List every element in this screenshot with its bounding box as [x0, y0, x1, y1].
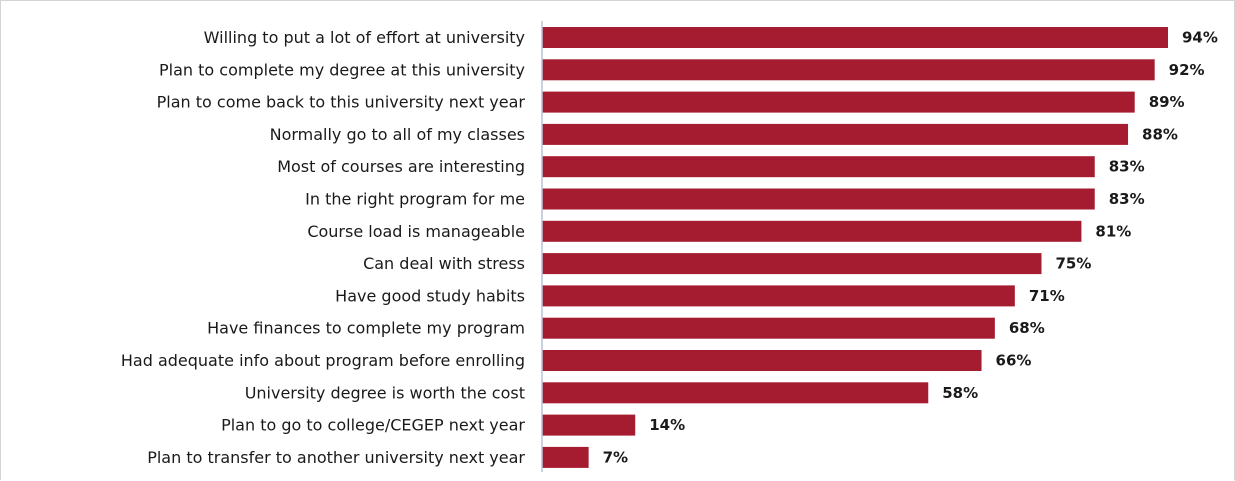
- bar: [542, 414, 636, 436]
- category-label: Have finances to complete my program: [207, 319, 525, 338]
- bar: [542, 156, 1095, 178]
- value-label: 83%: [1109, 190, 1145, 208]
- category-label: Willing to put a lot of effort at univer…: [204, 28, 525, 47]
- category-label: Had adequate info about program before e…: [121, 351, 525, 370]
- bars-group: [542, 27, 1168, 468]
- value-label: 92%: [1169, 61, 1205, 79]
- bar: [542, 350, 982, 371]
- value-labels-group: 94% 92% 89% 88% 83% 83% 81%75% 71% 68% 66% 58% 14% 7…: [603, 29, 1218, 467]
- bar: [542, 446, 589, 468]
- bar: [542, 91, 1135, 113]
- value-label: 7%: [603, 448, 628, 466]
- category-label: Can deal with stress: [363, 254, 525, 273]
- value-label: 81%: [1095, 222, 1131, 240]
- value-label: 75%: [1055, 255, 1091, 273]
- value-label: 89%: [1149, 93, 1185, 111]
- value-label: 68%: [1009, 319, 1045, 337]
- value-label: 58%: [942, 384, 978, 402]
- category-label: Have good study habits: [335, 286, 525, 305]
- bar: [542, 253, 1042, 275]
- category-label: Course load is manageable: [307, 222, 525, 241]
- value-label: 14%: [649, 416, 685, 434]
- bar: [542, 382, 929, 404]
- category-label: Plan to go to college/CEGEP next year: [221, 416, 525, 435]
- category-label: Plan to complete my degree at this unive…: [159, 60, 525, 79]
- bar: [542, 27, 1168, 48]
- category-label: Plan to come back to this university nex…: [157, 93, 526, 112]
- value-label: 83%: [1109, 158, 1145, 176]
- category-label: Normally go to all of my classes: [270, 125, 525, 144]
- bar: [542, 317, 995, 339]
- bar: [542, 285, 1015, 307]
- value-label: 66%: [996, 352, 1032, 370]
- category-label: In the right program for me: [305, 190, 525, 209]
- category-label: Plan to transfer to another university n…: [147, 448, 525, 467]
- value-label: 88%: [1142, 125, 1178, 143]
- bar: [542, 220, 1082, 242]
- value-label: 94%: [1182, 29, 1218, 47]
- value-label: 71%: [1029, 287, 1065, 305]
- category-label: Most of courses are interesting: [277, 157, 525, 176]
- category-labels-group: Willing to put a lot of effort at univer…: [121, 28, 526, 467]
- category-label: University degree is worth the cost: [245, 383, 525, 402]
- bar: [542, 123, 1129, 145]
- bar: [542, 59, 1155, 81]
- bar: [542, 188, 1095, 210]
